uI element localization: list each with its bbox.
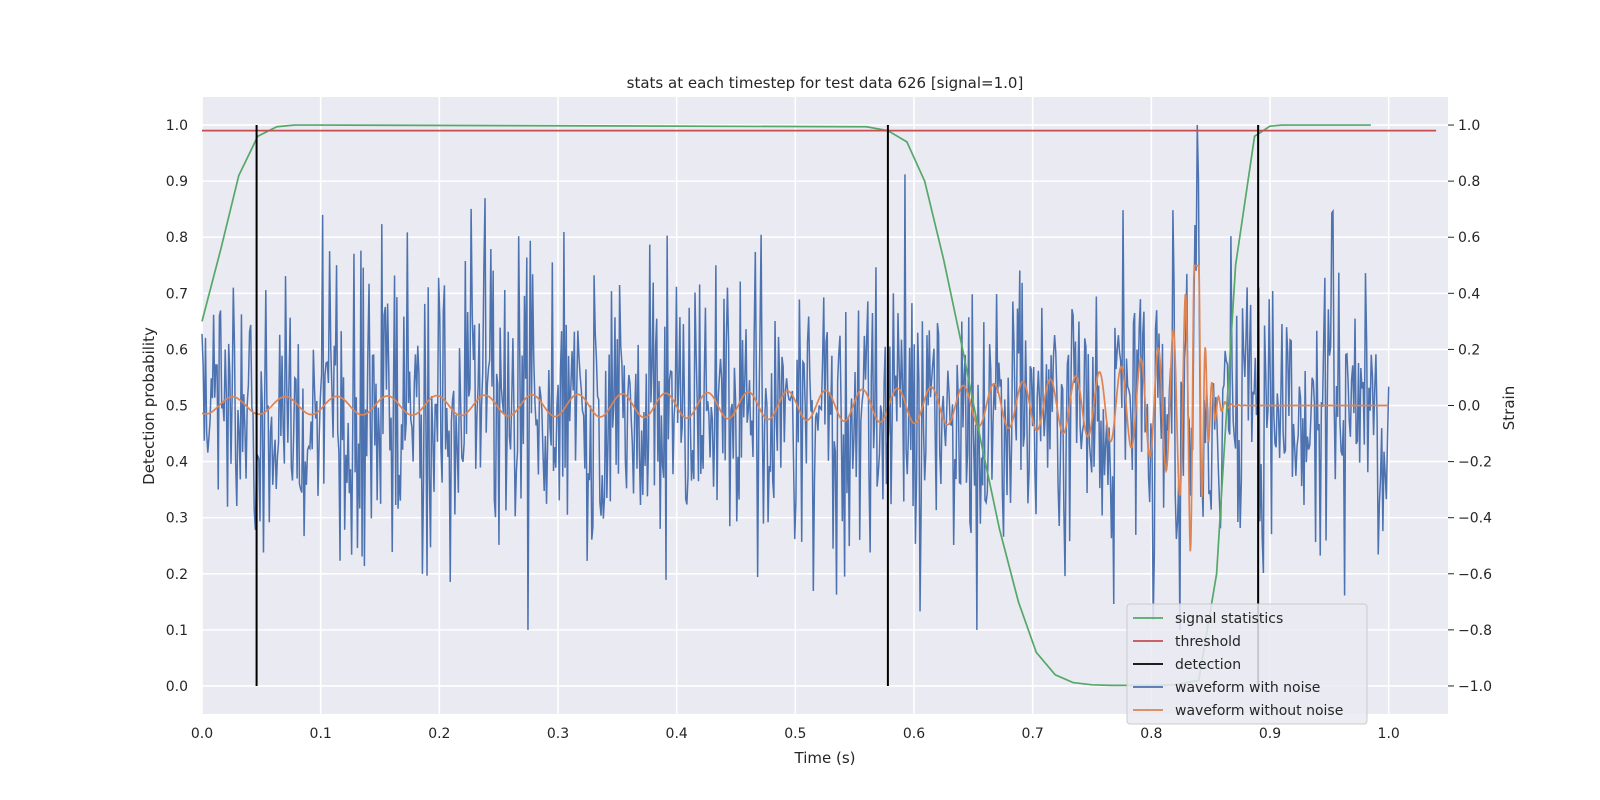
legend-label: signal statistics: [1175, 611, 1283, 627]
y-tick-label: 0.0: [166, 679, 188, 695]
x-tick-label: 0.5: [784, 726, 806, 742]
x-axis-label: Time (s): [794, 749, 856, 767]
x-tick-labels: 0.0 0.1 0.2 0.3 0.4 0.5 0.6 0.7 0.8 0.9 1.0: [191, 726, 1400, 742]
legend-label: threshold: [1175, 634, 1241, 650]
x-tick-label: 0.1: [310, 726, 332, 742]
x-tick-label: 0.4: [666, 726, 688, 742]
y-right-tick-labels: −1.0 −0.8 −0.6 −0.4 −0.2 0.0 0.2 0.4 0.6 0.8 1.0: [1448, 118, 1492, 695]
y-right-tick-label: 0.8: [1458, 174, 1480, 190]
y-right-tick-label: −0.4: [1458, 511, 1492, 527]
y-right-tick-label: 0.4: [1458, 286, 1480, 302]
y-right-tick-label: 0.2: [1458, 342, 1480, 358]
x-tick-label: 0.3: [547, 726, 569, 742]
y-tick-label: 1.0: [166, 118, 188, 134]
series-line-waveform-with-noise: [201, 125, 1390, 630]
y-right-tick-label: −0.8: [1458, 623, 1492, 639]
x-tick-label: 0.0: [191, 726, 213, 742]
y-right-tick-label: 0.6: [1458, 230, 1480, 246]
y-tick-label: 0.2: [166, 567, 188, 583]
y-axis-label: Detection probability: [140, 327, 158, 485]
x-tick-label: 0.8: [1140, 726, 1162, 742]
x-tick-label: 0.7: [1022, 726, 1044, 742]
y-tick-label: 0.7: [166, 286, 188, 302]
legend-label: waveform with noise: [1175, 680, 1320, 696]
x-tick-label: 0.2: [428, 726, 450, 742]
x-tick-label: 0.6: [903, 726, 925, 742]
y-tick-label: 0.1: [166, 623, 188, 639]
legend-box: [1126, 603, 1368, 725]
y-tick-label: 0.5: [166, 399, 188, 415]
legend-label: detection: [1175, 657, 1241, 673]
legend-label: waveform without noise: [1175, 703, 1343, 719]
y-right-tick-label: −1.0: [1458, 679, 1492, 695]
series-line-waveform-without-noise: [201, 264, 1389, 552]
series-line-signal-statistics: [201, 124, 1371, 687]
x-tick-label: 1.0: [1378, 726, 1400, 742]
y-right-tick-label: −0.2: [1458, 455, 1492, 471]
y-tick-label: 0.6: [166, 342, 188, 358]
y-right-axis-label: Strain: [1500, 386, 1518, 430]
y-tick-label: 0.3: [166, 511, 188, 527]
y-tick-label: 0.9: [166, 174, 188, 190]
x-tick-label: 0.9: [1259, 726, 1281, 742]
y-tick-labels: 0.0 0.1 0.2 0.3 0.4 0.5 0.6 0.7 0.8 0.9 1.0: [166, 118, 188, 695]
y-right-tick-label: 1.0: [1458, 118, 1480, 134]
y-tick-label: 0.8: [166, 230, 188, 246]
y-right-tick-label: −0.6: [1458, 567, 1492, 583]
y-tick-label: 0.4: [166, 455, 188, 471]
legend: signal statistics threshold detection wavef…: [1126, 603, 1368, 725]
chart-title: stats at each timestep for test data 626…: [627, 74, 1024, 92]
series-layer: [201, 124, 1437, 687]
y-right-tick-label: 0.0: [1458, 399, 1480, 415]
